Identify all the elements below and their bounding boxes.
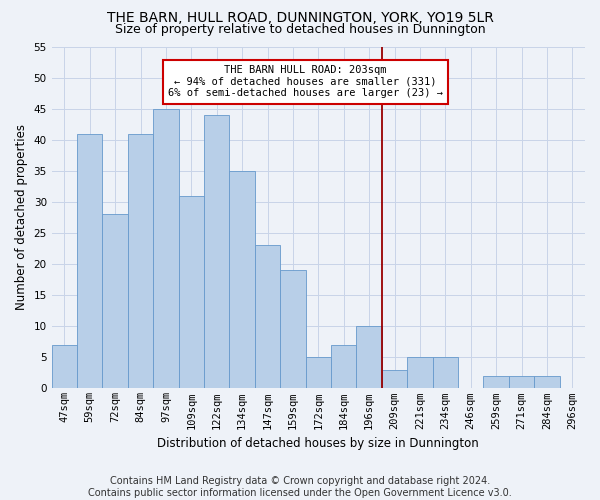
Bar (153, 108, 179, 388)
Bar (407, 358, 433, 388)
Bar (331, 345, 356, 389)
Bar (280, 270, 305, 388)
Bar (356, 326, 382, 388)
Bar (509, 376, 534, 388)
Bar (382, 370, 407, 388)
Y-axis label: Number of detached properties: Number of detached properties (15, 124, 28, 310)
Bar (103, 214, 128, 388)
Bar (255, 246, 280, 388)
Bar (534, 376, 560, 388)
Bar (204, 115, 229, 388)
Bar (77, 134, 103, 388)
Bar (305, 358, 331, 388)
Text: Size of property relative to detached houses in Dunnington: Size of property relative to detached ho… (115, 22, 485, 36)
Text: THE BARN HULL ROAD: 203sqm
← 94% of detached houses are smaller (331)
6% of semi: THE BARN HULL ROAD: 203sqm ← 94% of deta… (168, 65, 443, 98)
Text: THE BARN, HULL ROAD, DUNNINGTON, YORK, YO19 5LR: THE BARN, HULL ROAD, DUNNINGTON, YORK, Y… (107, 11, 493, 25)
Bar (229, 171, 255, 388)
Bar (484, 376, 509, 388)
Bar (433, 358, 458, 388)
Bar (179, 196, 204, 388)
Bar (128, 134, 153, 388)
Bar (52, 345, 77, 389)
X-axis label: Distribution of detached houses by size in Dunnington: Distribution of detached houses by size … (157, 437, 479, 450)
Text: Contains HM Land Registry data © Crown copyright and database right 2024.
Contai: Contains HM Land Registry data © Crown c… (88, 476, 512, 498)
